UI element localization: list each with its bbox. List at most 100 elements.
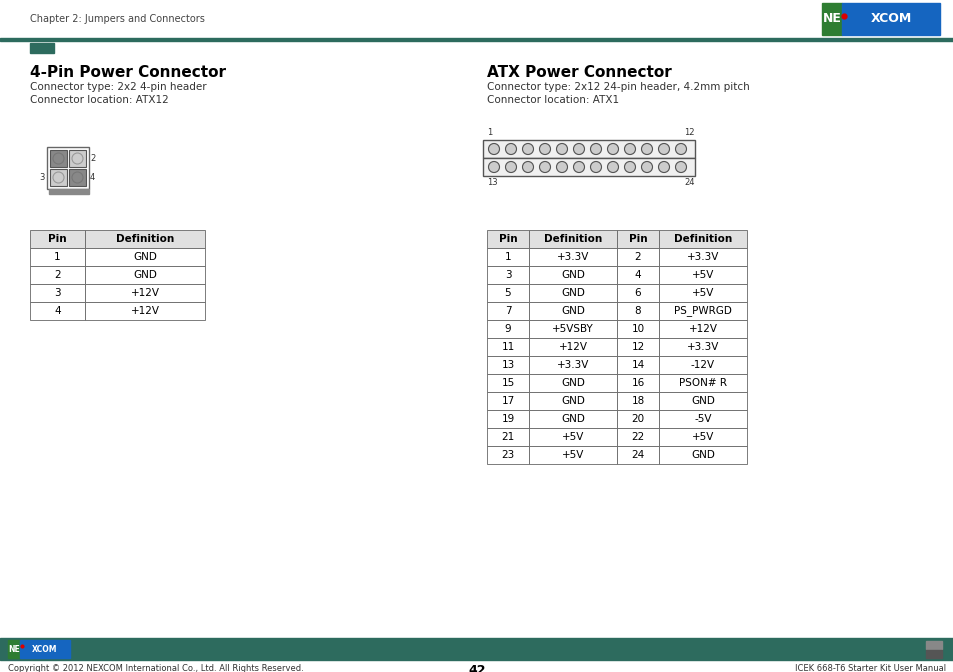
Bar [617,374,659,392]
Text: +5V: +5V [561,432,583,442]
Text: 3: 3 [40,173,45,182]
Text: 24: 24 [631,450,644,460]
Bar [617,410,659,428]
Text: 1: 1 [54,252,61,262]
Bar [30,302,85,320]
Bar [50,169,67,186]
Text: +3.3V: +3.3V [686,342,719,352]
Bar [47,147,89,189]
Bar [85,230,205,248]
Bar [529,356,617,374]
Bar [0,638,953,660]
Bar [659,410,746,428]
Text: GND: GND [560,288,584,298]
Circle shape [640,144,652,155]
Bar [486,338,529,356]
Bar [659,338,746,356]
Text: 6: 6 [634,288,640,298]
Text: 21: 21 [501,432,514,442]
Bar [659,374,746,392]
Bar [30,284,85,302]
Bar [659,320,746,338]
Text: Connector location: ATX12: Connector location: ATX12 [30,95,169,105]
Text: Pin: Pin [498,234,517,244]
Text: 19: 19 [501,414,514,424]
Bar [69,150,86,167]
Bar [617,248,659,266]
Text: +3.3V: +3.3V [557,252,589,262]
Bar [659,392,746,410]
Text: PSON# R: PSON# R [679,378,726,388]
Text: 8: 8 [634,306,640,316]
Bar [529,338,617,356]
Text: GND: GND [560,270,584,280]
Bar [486,284,529,302]
Circle shape [556,161,567,173]
Text: 3: 3 [504,270,511,280]
Text: GND: GND [132,270,157,280]
Text: +3.3V: +3.3V [686,252,719,262]
Text: PS_PWRGD: PS_PWRGD [674,306,731,317]
Text: -12V: -12V [690,360,715,370]
Circle shape [539,144,550,155]
Bar [617,446,659,464]
Text: 13: 13 [486,178,497,187]
Text: 4: 4 [634,270,640,280]
Text: Connector type: 2x2 4-pin header: Connector type: 2x2 4-pin header [30,82,207,92]
Text: GND: GND [560,414,584,424]
Bar [529,320,617,338]
Text: +12V: +12V [558,342,587,352]
Text: 1: 1 [486,128,492,137]
Circle shape [640,161,652,173]
Text: +12V: +12V [131,306,159,316]
Circle shape [607,144,618,155]
Text: GND: GND [132,252,157,262]
Bar [529,446,617,464]
Text: +3.3V: +3.3V [557,360,589,370]
Bar [617,320,659,338]
Text: 2: 2 [634,252,640,262]
Text: +5V: +5V [691,288,714,298]
Bar [617,338,659,356]
Text: NE: NE [821,13,841,26]
Bar [85,284,205,302]
Text: 3: 3 [54,288,61,298]
Bar [529,374,617,392]
Text: 7: 7 [504,306,511,316]
Bar [841,3,939,35]
Circle shape [675,161,686,173]
Bar [659,302,746,320]
Text: 4: 4 [54,306,61,316]
Bar [486,410,529,428]
Bar [617,428,659,446]
Text: GND: GND [560,306,584,316]
Bar [20,640,70,658]
Text: Pin: Pin [628,234,647,244]
Text: +5V: +5V [691,432,714,442]
Text: 4-Pin Power Connector: 4-Pin Power Connector [30,65,226,80]
Bar [529,410,617,428]
Circle shape [658,161,669,173]
Text: 9: 9 [504,324,511,334]
Bar [617,392,659,410]
Bar [486,248,529,266]
Circle shape [539,161,550,173]
Bar [85,248,205,266]
Circle shape [522,161,533,173]
Bar [486,374,529,392]
Text: 12: 12 [631,342,644,352]
Text: XCOM: XCOM [869,13,911,26]
Circle shape [658,144,669,155]
Bar [0,38,953,40]
Bar [617,284,659,302]
Bar [659,446,746,464]
Text: 42: 42 [468,664,485,672]
Text: 2: 2 [90,154,95,163]
Text: ICEK 668-T6 Starter Kit User Manual: ICEK 668-T6 Starter Kit User Manual [794,664,945,672]
Bar [529,248,617,266]
Circle shape [607,161,618,173]
Bar [486,356,529,374]
Text: 18: 18 [631,396,644,406]
Text: +12V: +12V [688,324,717,334]
Circle shape [624,144,635,155]
